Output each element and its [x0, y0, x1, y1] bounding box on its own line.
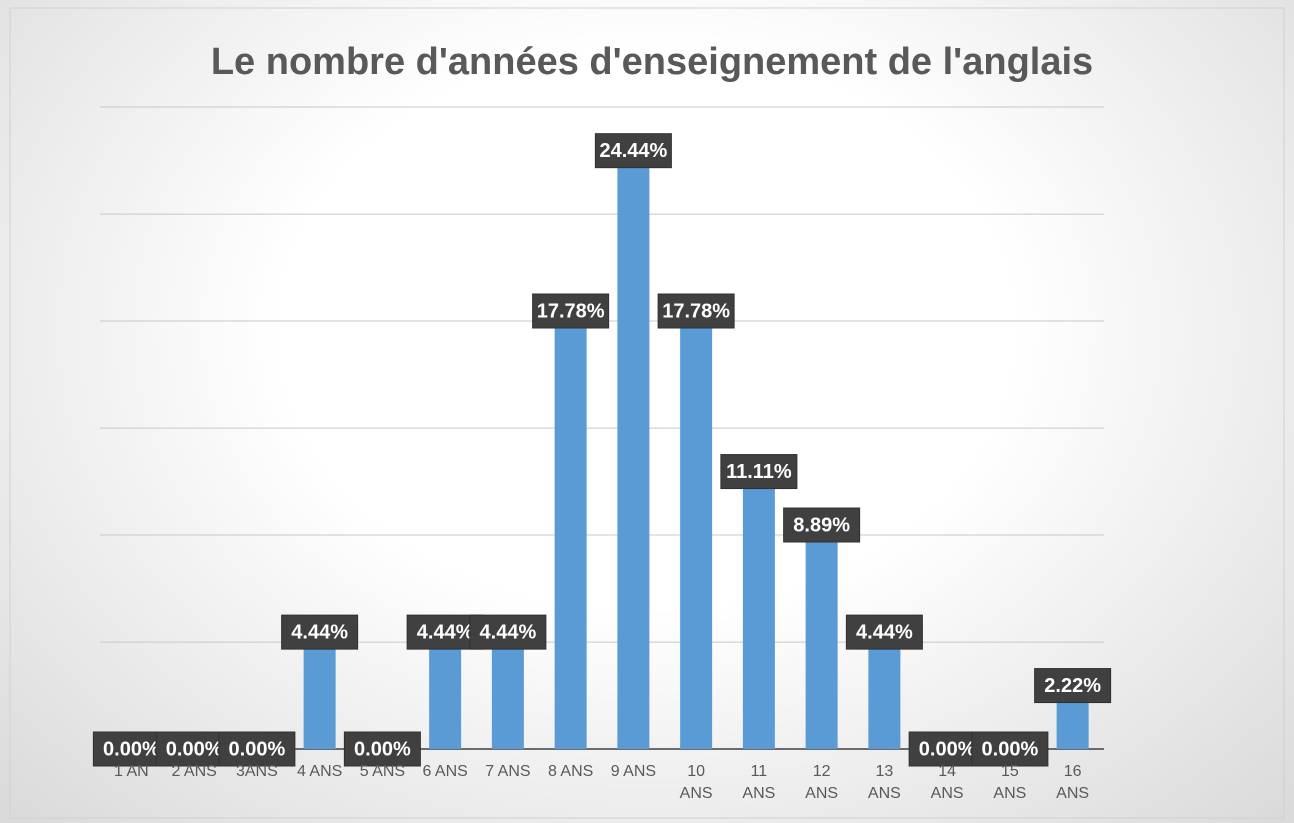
data-label: 17.78% [662, 300, 730, 322]
data-label-box [343, 731, 421, 767]
bar [303, 642, 336, 749]
bar [742, 481, 775, 749]
x-tick-label: 10 ANS [679, 763, 713, 802]
data-label: 4.44% [417, 621, 474, 643]
x-tick-label: 3ANS [235, 763, 278, 780]
data-label-box [469, 614, 547, 650]
data-label: 0.00% [166, 738, 223, 760]
x-tick-label: 4 ANS [296, 763, 343, 780]
bar [554, 321, 587, 749]
data-label: 24.44% [599, 140, 667, 162]
data-label: 2.22% [1044, 675, 1101, 697]
data-label-box [783, 507, 861, 543]
bar [491, 642, 524, 749]
x-tick-label: 15 ANS [993, 763, 1027, 802]
data-label-box [1034, 668, 1112, 704]
data-label: 0.00% [919, 738, 976, 760]
bar [868, 642, 901, 749]
x-tick-label: 5 ANS [359, 763, 406, 780]
data-label-box [845, 614, 923, 650]
bar [429, 642, 462, 749]
data-label: 0.00% [354, 738, 411, 760]
data-label-box [594, 133, 672, 169]
x-tick-label: 6 ANS [422, 763, 468, 780]
chart-title: Le nombre d'années d'enseignement de l'a… [211, 41, 1093, 83]
x-tick-label: 12 ANS [805, 763, 839, 802]
data-label-box [532, 293, 610, 329]
data-label-box [971, 731, 1049, 767]
data-label: 0.00% [229, 738, 286, 760]
x-tick-label: 2 ANS [171, 763, 217, 780]
x-tick-label: 9 ANS [610, 763, 657, 780]
data-label: 4.44% [291, 621, 348, 643]
x-tick-label: 1 AN [114, 763, 149, 780]
x-tick-label: 16 ANS [1056, 763, 1090, 802]
bar [617, 160, 650, 749]
data-label: 17.78% [537, 300, 605, 322]
bar [805, 535, 838, 749]
x-tick-label: 14 ANS [930, 763, 964, 802]
data-label-box [281, 614, 359, 650]
data-label: 0.00% [103, 738, 160, 760]
x-tick-label: 11 ANS [742, 763, 776, 802]
data-label: 4.44% [480, 621, 537, 643]
x-tick-label: 7 ANS [485, 763, 531, 780]
data-label: 0.00% [982, 738, 1039, 760]
data-label-box [218, 731, 296, 767]
data-label-box [657, 293, 735, 329]
bar [1056, 695, 1089, 749]
data-label: 8.89% [793, 514, 850, 536]
bar [680, 321, 713, 749]
data-label: 11.11% [726, 461, 792, 483]
data-label: 4.44% [856, 621, 913, 643]
chart-border [9, 7, 1285, 819]
x-tick-label: 13 ANS [867, 763, 901, 802]
x-tick-label: 8 ANS [547, 763, 594, 780]
data-label-box [720, 454, 798, 490]
